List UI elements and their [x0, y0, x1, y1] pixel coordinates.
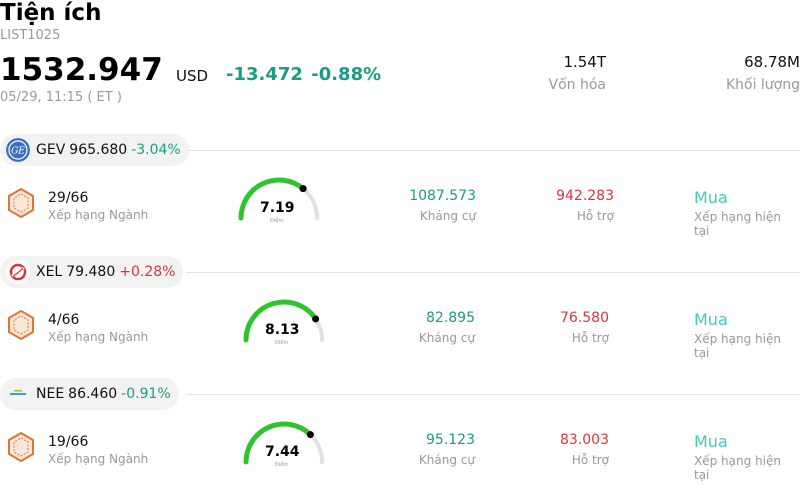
- rating-label: Xếp hạng hiện tại: [694, 454, 781, 482]
- volume-label: Khối lượng: [725, 77, 800, 93]
- rating-value: Mua: [694, 188, 728, 207]
- support-label: Hỗ trợ: [571, 331, 609, 345]
- gauge-marker: [299, 185, 307, 193]
- currency-label: USD: [176, 67, 209, 85]
- stock-change: -0.91%: [121, 386, 171, 402]
- svg-text:GE: GE: [11, 147, 25, 157]
- stock-price: 86.460: [68, 386, 118, 402]
- industry-rank-value: 29/66: [48, 190, 89, 206]
- stock-price: 965.680: [69, 142, 128, 158]
- score-value: 7.19: [260, 200, 295, 216]
- score-label: Điểm: [270, 218, 284, 224]
- score-value: 8.13: [265, 322, 300, 338]
- industry-rank-hexagon-icon: [8, 187, 34, 219]
- timestamp: 05/29, 11:15 ( ET ): [0, 90, 122, 105]
- gauge-marker: [306, 431, 314, 439]
- score-label: Điểm: [275, 340, 289, 346]
- stock-change: -3.04%: [131, 142, 181, 158]
- index-change: -13.472 -0.88%: [226, 64, 381, 85]
- stock-chip[interactable]: XEL 79.480 +0.28%: [0, 256, 184, 288]
- industry-rank-value: 19/66: [48, 434, 89, 450]
- rating-value: Mua: [694, 432, 728, 451]
- gauge-marker: [312, 315, 320, 323]
- rating-value: Mua: [694, 310, 728, 329]
- industry-rank-hexagon-icon: [8, 431, 34, 463]
- rating-label: Xếp hạng hiện tại: [694, 210, 781, 238]
- industry-rank-hexagon-icon: [8, 309, 34, 341]
- stock-ticker: XEL: [36, 264, 63, 280]
- market-cap-label: Vốn hóa: [548, 77, 606, 93]
- industry-rank-value: 4/66: [48, 312, 80, 328]
- support-label: Hỗ trợ: [571, 453, 609, 467]
- score-gauge: [236, 174, 322, 224]
- industry-rank-label: Xếp hạng Ngành: [48, 208, 149, 222]
- stock-change: +0.28%: [119, 264, 176, 280]
- support-value: 83.003: [560, 432, 609, 448]
- support-value: 76.580: [560, 310, 609, 326]
- resistance-value: 95.123: [426, 432, 475, 448]
- industry-rank-label: Xếp hạng Ngành: [48, 452, 149, 466]
- index-change-percent: -0.88%: [311, 64, 382, 85]
- stock-price: 79.480: [66, 264, 116, 280]
- resistance-label: Kháng cự: [418, 331, 475, 345]
- index-change-value: -13.472: [226, 64, 303, 85]
- stock-section-nee[interactable]: NEE 86.460 -0.91% 19/66 Xếp hạng Ngành 7.44 Đi…: [0, 378, 800, 500]
- rating-label: Xếp hạng hiện tại: [694, 332, 781, 360]
- stock-chip[interactable]: GE GEV 965.680 -3.04%: [0, 134, 189, 166]
- section-divider: [186, 150, 800, 151]
- section-divider: [186, 272, 800, 273]
- stock-section-xel[interactable]: XEL 79.480 +0.28% 4/66 Xếp hạng Ngành 8.13 Điể…: [0, 256, 800, 378]
- list-code: LIST1025: [0, 28, 61, 43]
- resistance-value: 82.895: [426, 310, 475, 326]
- industry-rank-label: Xếp hạng Ngành: [48, 330, 149, 344]
- resistance-label: Kháng cự: [418, 453, 475, 467]
- page-title: Tiện ích: [0, 0, 102, 26]
- stock-ticker: GEV: [36, 142, 66, 158]
- score-value: 7.44: [265, 444, 300, 460]
- resistance-value: 1087.573: [409, 188, 476, 204]
- score-label: Điểm: [275, 462, 289, 468]
- stock-chip[interactable]: NEE 86.460 -0.91%: [0, 378, 179, 410]
- nextera-logo-icon: [6, 382, 30, 406]
- score-gauge: [241, 296, 327, 346]
- support-value: 942.283: [556, 188, 614, 204]
- support-label: Hỗ trợ: [576, 209, 614, 223]
- xcel-logo-icon: [6, 260, 30, 284]
- resistance-label: Kháng cự: [419, 209, 476, 223]
- ge-logo-icon: GE: [6, 138, 30, 162]
- section-divider: [186, 394, 800, 395]
- market-cap-value: 1.54T: [563, 53, 606, 71]
- volume-value: 68.78M: [744, 53, 800, 71]
- score-gauge: [241, 418, 327, 468]
- stock-section-gev[interactable]: GE GEV 965.680 -3.04% 29/66 Xếp hạng Ngành 7.1…: [0, 134, 800, 256]
- stock-ticker: NEE: [36, 386, 65, 402]
- index-price: 1532.947: [0, 52, 163, 88]
